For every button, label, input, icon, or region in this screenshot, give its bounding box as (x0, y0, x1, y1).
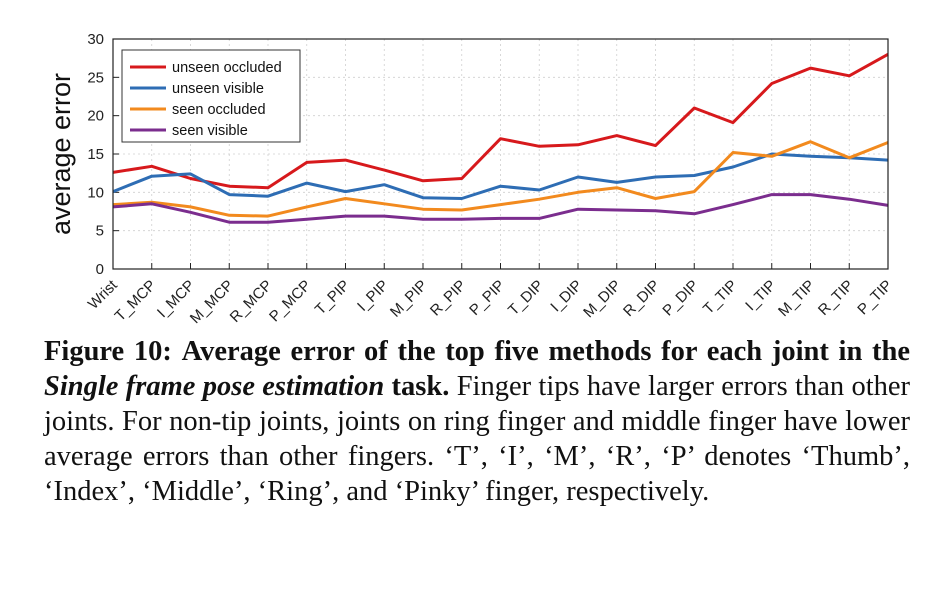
figure-caption: Figure 10: Average error of the top five… (44, 334, 910, 509)
x-tick-label-14: R_DIP (620, 277, 663, 320)
x-tick-label-4: R_MCP (227, 277, 276, 326)
legend-label-1: unseen visible (172, 81, 264, 97)
line-chart: 0 5 10 15 20 25 30 WristT_MCPI_MCPM_MCPR_MCPP_… (46, 31, 896, 327)
x-tick-label-5: P_MCP (266, 277, 315, 326)
y-tick-label-6: 30 (87, 31, 104, 48)
x-tick-label-3: M_MCP (187, 277, 237, 327)
y-tick-label-2: 10 (87, 184, 104, 201)
x-tick-label-18: M_TIP (775, 277, 818, 320)
x-tick-label-20: P_TIP (854, 277, 895, 318)
x-tick-label-17: I_TIP (742, 277, 779, 314)
caption-task-name: Single frame pose estimation (44, 371, 385, 402)
series-line-unseen-occluded (112, 52, 889, 190)
x-tick-label-9: R_PIP (427, 277, 470, 320)
series-line-seen-occluded (112, 140, 889, 218)
x-tick-label-1: T_MCP (112, 277, 160, 325)
series-line-unseen-visible (112, 152, 889, 200)
x-tick-label-13: M_DIP (580, 277, 624, 321)
x-tick-label-16: T_TIP (700, 277, 741, 318)
y-tick-label-0: 0 (96, 261, 104, 278)
y-axis-ticks: 0 5 10 15 20 25 30 (87, 31, 119, 278)
caption-bold-part2: task. (391, 371, 450, 402)
legend-label-3: seen visible (172, 123, 248, 139)
x-tick-label-10: P_PIP (466, 277, 508, 319)
y-axis-label: average error (46, 73, 76, 235)
legend-label-0: unseen occluded (172, 60, 282, 76)
y-tick-label-4: 20 (87, 108, 104, 125)
x-tick-label-15: P_DIP (659, 277, 702, 320)
y-tick-label-3: 15 (87, 146, 104, 163)
x-tick-label-6: T_PIP (312, 277, 353, 318)
x-tick-label-11: T_DIP (505, 277, 547, 319)
series-line-seen-visible (112, 193, 889, 224)
legend-label-2: seen occluded (172, 102, 266, 118)
x-tick-label-19: R_TIP (815, 277, 857, 319)
plot-frame (112, 38, 889, 270)
caption-bold-part1: Average error of the top five methods fo… (181, 336, 911, 367)
legend: unseen occluded unseen visible seen occlud… (121, 49, 301, 143)
series-lines (112, 52, 889, 224)
y-tick-label-5: 25 (87, 69, 104, 86)
caption-body: Finger tips have larger errors than othe… (44, 371, 911, 507)
x-tick-label-8: M_PIP (387, 277, 431, 321)
legend-box (121, 49, 301, 143)
y-tick-label-1: 5 (96, 223, 104, 240)
caption-label: Figure 10: (44, 336, 172, 367)
